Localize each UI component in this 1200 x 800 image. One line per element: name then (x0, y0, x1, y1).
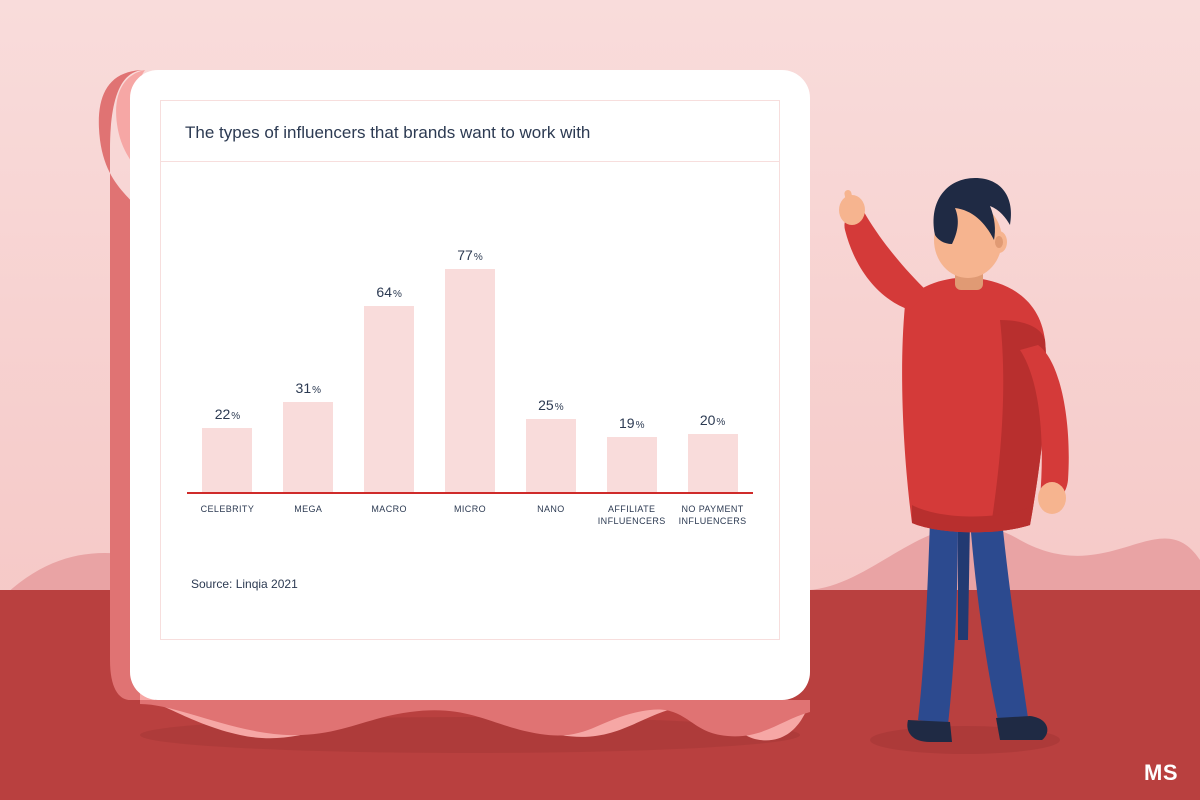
infographic-stage: The types of influencers that brands wan… (0, 0, 1200, 800)
presenter-person (0, 0, 1200, 800)
watermark-logo: MS (1144, 760, 1178, 786)
